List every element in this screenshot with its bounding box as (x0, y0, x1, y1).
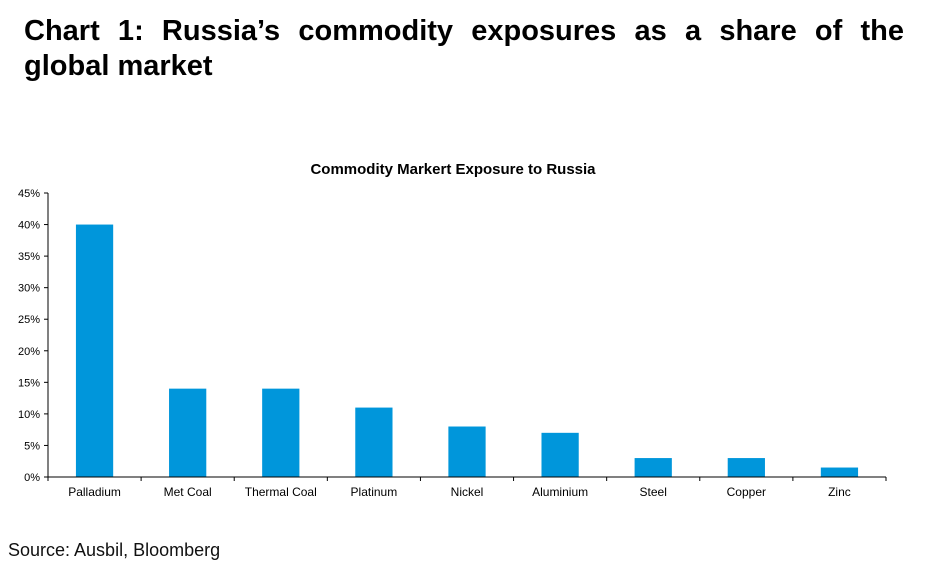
y-tick-label: 30% (18, 283, 40, 295)
y-tick-label: 25% (18, 314, 40, 326)
bar-nickel (448, 426, 486, 477)
x-tick-label: Thermal Coal (245, 485, 317, 499)
x-tick-label: Met Coal (164, 485, 212, 499)
x-tick-label: Zinc (828, 485, 851, 499)
y-tick-label: 40% (18, 220, 40, 232)
y-tick-label: 20% (18, 346, 40, 358)
y-tick-label: 35% (18, 251, 40, 263)
bar-zinc (820, 467, 859, 477)
bar-palladium (75, 224, 114, 477)
y-tick-label: 15% (18, 377, 40, 389)
x-tick-label: Palladium (68, 485, 121, 499)
page-heading: Chart 1: Russia’s commodity exposures as… (24, 15, 904, 82)
x-tick-label: Copper (727, 485, 766, 499)
x-tick-label: Steel (640, 485, 667, 499)
y-axis: 0% 5% 10% 15% 20% 25% 30% 35% 40% 45% (18, 188, 49, 484)
bar-copper (727, 458, 765, 477)
source-note: Source: Ausbil, Bloomberg (8, 540, 221, 560)
y-tick-label: 5% (24, 440, 40, 452)
y-tick-label: 10% (18, 409, 40, 421)
x-tick-label: Nickel (451, 485, 484, 499)
y-tick-label: 0% (24, 472, 40, 484)
bars (75, 224, 859, 477)
bar-thermal-coal (262, 388, 300, 477)
bar-met-coal (169, 388, 207, 477)
y-tick-label: 45% (18, 188, 40, 200)
bar-aluminium (541, 432, 579, 477)
x-tick-label: Platinum (351, 485, 398, 499)
chart-title: Commodity Markert Exposure to Russia (310, 161, 596, 178)
bar-steel (634, 458, 672, 477)
bar-chart: Commodity Markert Exposure to Russia 0% 5… (18, 161, 887, 499)
x-tick-label: Aluminium (532, 485, 588, 499)
x-axis: Palladium Met Coal Thermal Coal Platinum Nic… (47, 476, 887, 499)
bar-platinum (355, 407, 393, 477)
